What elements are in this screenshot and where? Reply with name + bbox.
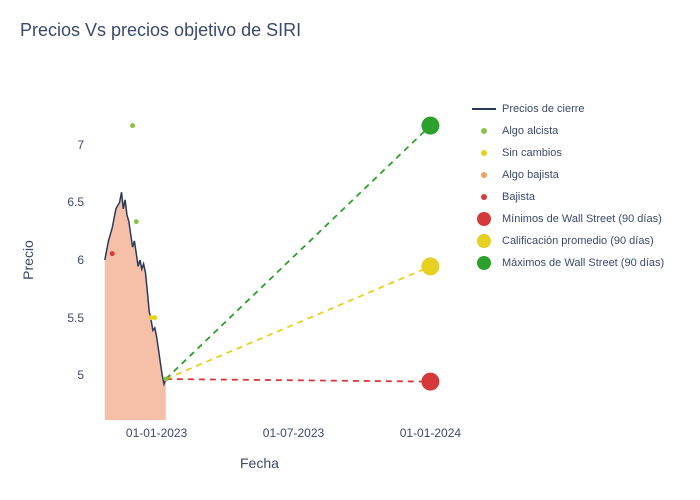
alcista-point-2	[134, 219, 139, 224]
projection-dot-minimos	[421, 373, 439, 391]
legend-swatch	[470, 101, 498, 117]
legend-item[interactable]: Sin cambios	[470, 144, 690, 162]
y-axis-label: Precio	[20, 240, 36, 280]
legend-label: Algo alcista	[502, 125, 558, 137]
legend-swatch	[470, 167, 498, 183]
legend-label: Mínimos de Wall Street (90 días)	[502, 213, 662, 225]
legend-dot-icon	[481, 194, 487, 200]
y-tick: 5.5	[67, 311, 84, 325]
legend-label: Máximos de Wall Street (90 días)	[502, 257, 664, 269]
legend: Precios de cierre Algo alcista Sin cambios…	[470, 100, 690, 276]
legend-item[interactable]: Máximos de Wall Street (90 días)	[470, 254, 690, 272]
legend-dot-icon	[477, 234, 491, 248]
projection-dot-maximos	[421, 117, 439, 135]
legend-line-icon	[472, 108, 496, 110]
legend-dot-icon	[477, 256, 491, 270]
legend-swatch	[470, 145, 498, 161]
bajista-point	[110, 251, 115, 256]
projection-line-minimos	[166, 379, 431, 382]
legend-swatch	[470, 211, 498, 227]
x-axis: 01-01-2023 01-07-2023 01-01-2024	[90, 420, 460, 460]
legend-item[interactable]: Bajista	[470, 188, 690, 206]
legend-swatch	[470, 255, 498, 271]
legend-label: Calificación promedio (90 días)	[502, 235, 654, 247]
projection-dot-promedio	[421, 257, 439, 275]
legend-swatch	[470, 233, 498, 249]
legend-item[interactable]: Algo bajista	[470, 166, 690, 184]
legend-label: Bajista	[502, 191, 535, 203]
legend-dot-icon	[481, 172, 487, 178]
legend-swatch	[470, 189, 498, 205]
chart-plot-area	[90, 100, 460, 420]
legend-item[interactable]: Precios de cierre	[470, 100, 690, 118]
y-tick: 6	[77, 253, 84, 267]
y-tick: 5	[77, 368, 84, 382]
legend-dot-icon	[481, 128, 487, 134]
alcista-point-1	[130, 123, 135, 128]
legend-swatch	[470, 123, 498, 139]
x-tick: 01-01-2024	[400, 426, 461, 440]
legend-dot-icon	[481, 150, 487, 156]
legend-dot-icon	[477, 212, 491, 226]
legend-item[interactable]: Mínimos de Wall Street (90 días)	[470, 210, 690, 228]
x-tick: 01-07-2023	[263, 426, 324, 440]
price-area	[105, 192, 166, 420]
alcista-point-3	[163, 377, 168, 382]
legend-label: Precios de cierre	[502, 103, 585, 115]
sincambios-point-2	[152, 315, 157, 320]
y-tick: 7	[77, 138, 84, 152]
chart-svg	[90, 100, 460, 420]
y-axis: 5 5.5 6 6.5 7	[50, 100, 90, 420]
legend-item[interactable]: Algo alcista	[470, 122, 690, 140]
legend-label: Algo bajista	[502, 169, 559, 181]
x-axis-label: Fecha	[240, 455, 279, 471]
projection-line-maximos	[166, 126, 431, 379]
legend-item[interactable]: Calificación promedio (90 días)	[470, 232, 690, 250]
chart-title: Precios Vs precios objetivo de SIRI	[20, 20, 301, 41]
y-tick: 6.5	[67, 195, 84, 209]
x-tick: 01-01-2023	[126, 426, 187, 440]
projection-line-promedio	[166, 266, 431, 379]
legend-label: Sin cambios	[502, 147, 562, 159]
